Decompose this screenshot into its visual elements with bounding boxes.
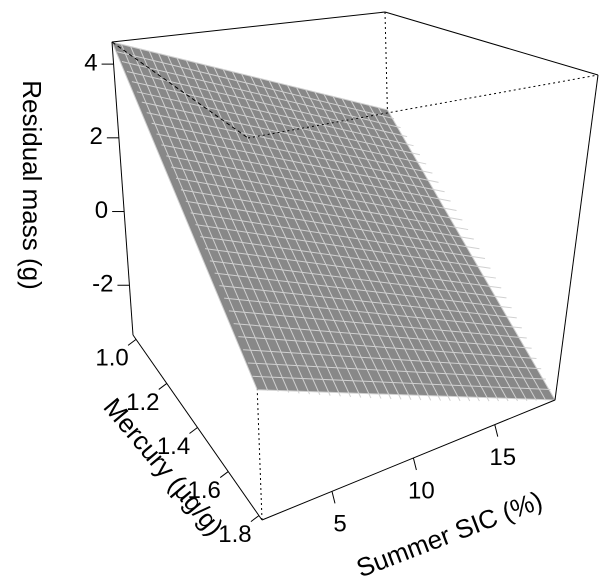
mesh-line — [175, 177, 469, 231]
mesh-line — [305, 89, 471, 402]
mesh-line — [126, 71, 408, 138]
z-tick-label: -2 — [92, 271, 113, 298]
mesh-line — [332, 96, 499, 402]
mesh-line — [130, 46, 279, 392]
mesh-line — [131, 81, 414, 147]
mesh-line — [190, 212, 486, 259]
mesh-line — [167, 55, 321, 396]
box-edge — [384, 11, 599, 76]
mesh-line — [185, 200, 480, 250]
mesh-line — [323, 94, 490, 402]
z-tick-label: 2 — [90, 123, 103, 150]
mesh-line — [314, 91, 480, 402]
mesh-line — [233, 323, 532, 349]
mesh-line — [176, 57, 331, 396]
y-tick — [250, 515, 260, 522]
mesh-line — [180, 189, 474, 240]
mesh-line — [359, 102, 528, 401]
z-axis-title: Residual mass (g) — [17, 80, 47, 290]
z-tick-label: 4 — [84, 49, 97, 76]
mesh-line — [243, 349, 542, 370]
mesh-line — [222, 69, 382, 399]
x-tick-label: 10 — [408, 477, 435, 504]
mesh-line — [296, 87, 461, 402]
y-tick — [158, 383, 168, 390]
mesh-line — [247, 362, 546, 380]
mesh-line — [161, 144, 451, 202]
mesh-line — [136, 91, 421, 156]
mesh-line — [166, 155, 457, 212]
mesh-line — [341, 98, 509, 402]
y-tick — [219, 471, 229, 478]
mesh-line — [232, 71, 392, 400]
x-tick — [412, 457, 417, 471]
mesh-line — [204, 64, 362, 398]
y-tick-label: 1.2 — [126, 389, 159, 416]
mesh-line — [250, 76, 412, 400]
mesh-line — [368, 105, 537, 401]
mesh-line — [200, 236, 496, 279]
y-tick-label: 1.8 — [218, 521, 251, 548]
mesh-line — [204, 248, 502, 289]
mesh-line — [139, 48, 290, 393]
mesh-line — [224, 297, 522, 329]
mesh-line — [377, 107, 547, 401]
y-tick-label: 1.4 — [157, 433, 190, 460]
mesh-line — [185, 60, 341, 397]
surface — [111, 41, 556, 401]
mesh-line — [148, 51, 300, 394]
x-axis-title: Summer SIC (%) — [352, 485, 546, 583]
box-edge — [554, 74, 599, 401]
mesh-line — [195, 62, 352, 398]
box-edge — [111, 41, 134, 336]
mesh-line — [228, 310, 527, 339]
box-edge — [247, 74, 599, 139]
mesh-line — [350, 100, 518, 402]
mesh-line — [277, 82, 441, 401]
mesh-line — [252, 375, 551, 391]
mesh-line — [120, 44, 269, 391]
mesh-line — [238, 336, 537, 359]
y-tick — [127, 339, 137, 346]
box-edge — [111, 11, 386, 43]
x-tick — [331, 491, 336, 504]
y-axis-title: Mercury (µg/g) — [98, 392, 230, 541]
mesh-line — [195, 224, 491, 269]
mesh-line — [213, 67, 372, 399]
mesh-line — [214, 272, 512, 309]
x-tick-label: 15 — [489, 444, 516, 471]
box-edge — [256, 389, 263, 521]
mesh-line — [268, 80, 432, 401]
x-tick-label: 5 — [333, 511, 346, 538]
mesh-line — [219, 285, 517, 319]
mesh-line — [141, 101, 427, 165]
mesh-line — [121, 61, 401, 129]
y-tick-label: 1.6 — [188, 477, 221, 504]
mesh-line — [241, 73, 402, 400]
mesh-line — [171, 166, 463, 221]
mesh-line — [146, 112, 433, 174]
y-tick — [189, 427, 198, 434]
x-tick — [494, 424, 499, 437]
z-tick-label: 0 — [95, 197, 108, 224]
mesh-line — [158, 53, 311, 395]
box-edge — [261, 399, 556, 521]
mesh-line — [259, 78, 422, 401]
y-tick-label: 1.0 — [95, 345, 128, 372]
mesh-line — [287, 85, 451, 401]
